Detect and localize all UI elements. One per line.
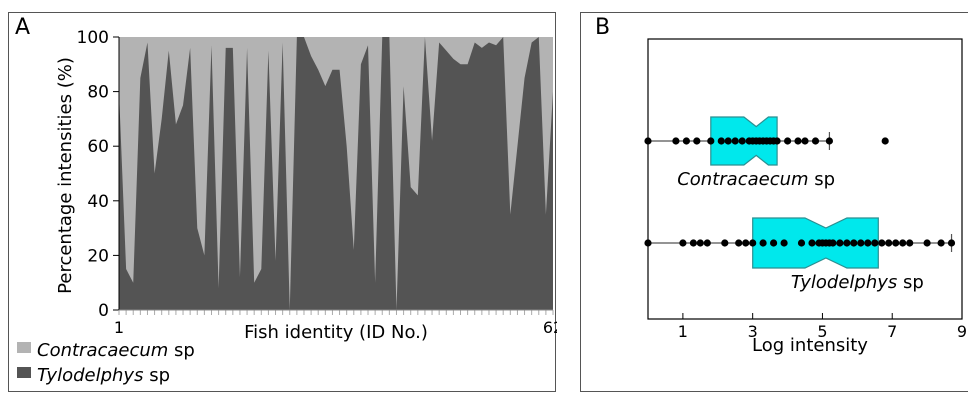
data-point <box>780 239 788 247</box>
data-point <box>794 137 802 145</box>
data-point <box>899 239 907 247</box>
panel-b-label: B <box>595 15 611 40</box>
data-point <box>731 137 739 145</box>
data-point <box>770 239 778 247</box>
data-point <box>696 239 704 247</box>
box-plot-svg: Contracaecum sp Tylodelphys sp 1 3 5 7 9 Log in… <box>644 38 967 356</box>
data-point <box>773 137 781 145</box>
data-point <box>885 239 893 247</box>
legend-label: Contracaecum sp <box>37 340 195 361</box>
data-point <box>759 239 767 247</box>
area-chart-svg: 0 20 40 60 80 100 1 62 Fish identity (ID No.) Per… <box>17 28 563 386</box>
data-point <box>808 239 816 247</box>
data-point <box>689 239 697 247</box>
data-point <box>892 239 900 247</box>
data-point <box>679 239 687 247</box>
data-point <box>703 239 711 247</box>
tylodelphys-area <box>119 37 553 310</box>
y-axis-label: Percentage intensities (%) <box>55 57 76 294</box>
data-point <box>644 137 652 145</box>
data-point <box>947 239 956 247</box>
data-point <box>906 239 914 247</box>
y-tick-label: 100 <box>77 28 109 48</box>
x-tick-label: 5 <box>817 322 827 341</box>
data-point <box>829 239 837 247</box>
y-tick-label: 0 <box>98 301 109 321</box>
data-point <box>682 137 690 145</box>
plot-frame <box>647 38 963 320</box>
data-point <box>738 137 746 145</box>
data-point <box>836 239 844 247</box>
x-tick-label: 1 <box>114 318 124 337</box>
data-point <box>937 239 945 247</box>
y-tick-label: 20 <box>87 246 109 266</box>
data-point <box>923 239 931 247</box>
x-axis-label: Fish identity (ID No.) <box>244 322 428 343</box>
data-point <box>843 239 851 247</box>
data-point <box>717 137 725 145</box>
data-point <box>784 137 792 145</box>
data-point <box>801 137 809 145</box>
data-point <box>881 137 889 145</box>
data-point <box>693 137 701 145</box>
data-point <box>864 239 872 247</box>
data-point <box>742 239 750 247</box>
legend-swatch <box>17 342 31 353</box>
data-point <box>644 239 652 247</box>
y-tick-label: 80 <box>87 83 109 103</box>
group-label: Tylodelphys sp <box>791 272 924 293</box>
x-tick-label: 7 <box>887 322 897 341</box>
y-tick-label: 40 <box>87 192 109 212</box>
legend-label: Tylodelphys sp <box>37 365 170 386</box>
group-label: Contracaecum sp <box>677 169 835 190</box>
data-point <box>735 239 743 247</box>
x-axis-label: Log intensity <box>752 335 868 356</box>
data-point <box>749 239 757 247</box>
x-tick-label: 1 <box>678 322 688 341</box>
x-tick-label: 3 <box>748 322 758 341</box>
x-tick-label: 62 <box>543 318 557 337</box>
data-point <box>672 137 680 145</box>
legend-swatch <box>17 367 31 378</box>
x-tick-label: 9 <box>957 322 967 341</box>
data-point <box>825 137 833 145</box>
data-point <box>721 239 729 247</box>
y-tick-label: 60 <box>87 137 109 157</box>
panel-b: B Contracaecum sp Tylodelphys sp 1 3 5 7 9 Log … <box>580 12 968 392</box>
data-point <box>707 137 715 145</box>
data-point <box>871 239 879 247</box>
panel-a: A 0 20 40 60 80 100 1 62 Fish identity (ID No.) P… <box>8 12 563 392</box>
data-point <box>850 239 858 247</box>
data-point <box>797 239 806 247</box>
data-point <box>724 137 732 145</box>
data-point <box>857 239 865 247</box>
panel-a-label: A <box>15 15 31 40</box>
data-point <box>878 239 886 247</box>
data-point <box>811 137 820 145</box>
